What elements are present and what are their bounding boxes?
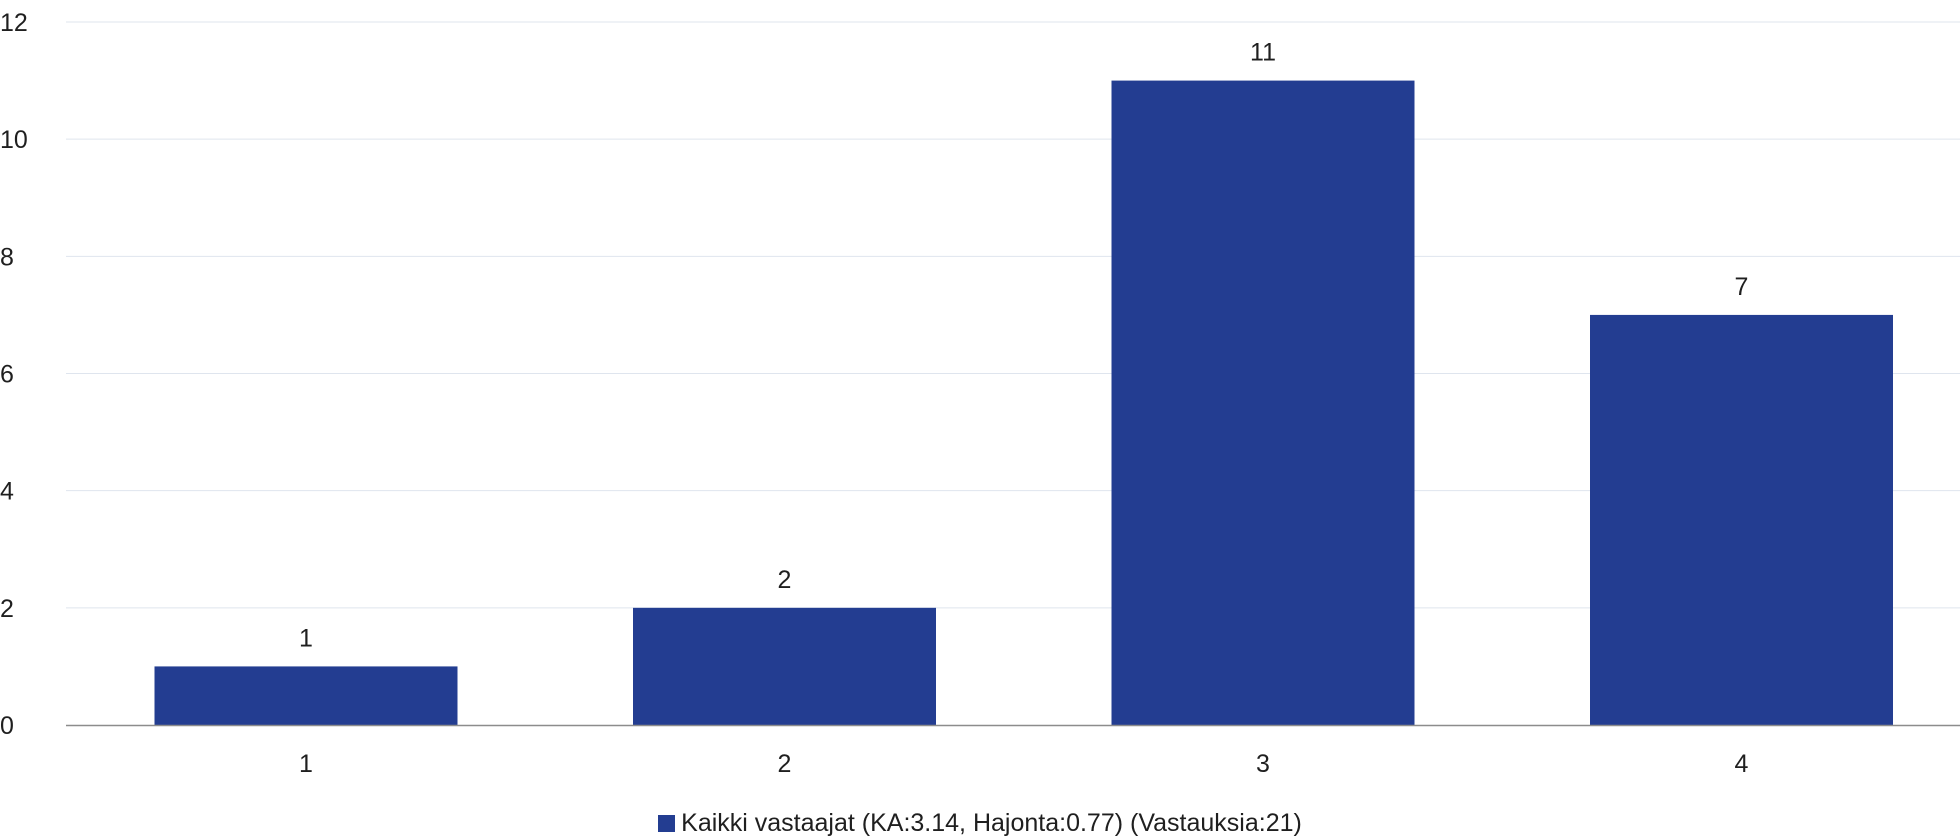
y-tick-label: 2 <box>0 595 14 623</box>
y-axis-ticks: 0 2 4 6 8 10 12 <box>0 9 28 740</box>
y-tick-label: 8 <box>0 243 14 271</box>
data-label: 7 <box>1735 273 1749 301</box>
legend-label: Kaikki vastaajat (KA:3.14, Hajonta:0.77)… <box>681 809 1302 837</box>
x-tick-label: 4 <box>1735 750 1749 778</box>
x-tick-label: 1 <box>299 750 313 778</box>
x-axis-ticks: 1 2 3 4 <box>299 750 1749 778</box>
data-label: 2 <box>778 566 792 594</box>
y-tick-label: 10 <box>0 126 28 154</box>
y-tick-label: 6 <box>0 361 14 389</box>
legend: Kaikki vastaajat (KA:3.14, Hajonta:0.77)… <box>0 808 1960 838</box>
bar-2 <box>633 607 936 725</box>
x-tick-label: 2 <box>778 750 792 778</box>
data-labels: 1 2 11 7 <box>299 39 1748 653</box>
x-tick-label: 3 <box>1256 750 1270 778</box>
data-label: 11 <box>1250 39 1276 67</box>
bars <box>154 80 1893 726</box>
bar-4 <box>1590 314 1893 725</box>
legend-swatch <box>658 814 676 832</box>
y-tick-label: 12 <box>0 9 28 37</box>
y-tick-label: 4 <box>0 478 14 506</box>
bar-1 <box>154 666 458 725</box>
y-tick-label: 0 <box>0 712 14 740</box>
bar-3 <box>1111 80 1415 726</box>
data-label: 1 <box>299 624 313 652</box>
